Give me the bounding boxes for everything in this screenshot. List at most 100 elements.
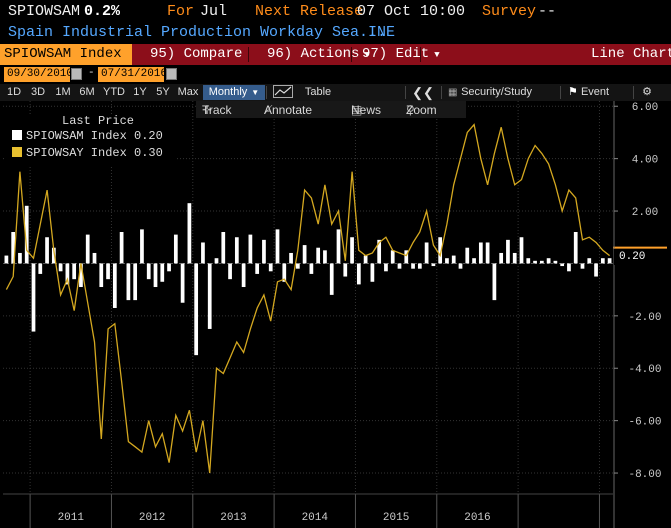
grid-icon: ▦ bbox=[448, 87, 458, 98]
gear-icon[interactable]: ⚙ bbox=[642, 86, 652, 98]
chart-icon[interactable] bbox=[270, 85, 296, 100]
x-tick-label: 2016 bbox=[464, 512, 490, 524]
survey-label: Survey bbox=[482, 3, 537, 20]
data-bar bbox=[99, 263, 104, 288]
data-bar bbox=[24, 205, 29, 264]
data-bar bbox=[356, 263, 361, 285]
data-bar bbox=[431, 263, 436, 267]
data-bar bbox=[465, 247, 470, 264]
for-label: For bbox=[167, 3, 195, 20]
data-bar bbox=[553, 260, 558, 264]
date-range: 09/30/2010 - 07/31/2016 bbox=[0, 66, 200, 84]
data-bar bbox=[241, 263, 246, 288]
pencil-icon: ⟋ bbox=[264, 103, 273, 117]
data-bar bbox=[506, 239, 510, 264]
data-bar bbox=[472, 258, 476, 264]
data-bar bbox=[485, 242, 490, 264]
actions-label: 96) Actions bbox=[267, 46, 360, 62]
back-icon[interactable]: ❮❮ bbox=[412, 85, 434, 100]
security-index-field[interactable]: SPIOWSAM Index bbox=[0, 44, 132, 65]
data-bar bbox=[526, 258, 531, 264]
event-button[interactable]: ⚑ Event bbox=[568, 85, 622, 100]
period-3d[interactable]: 3D bbox=[30, 86, 46, 98]
dropdown-icon: ▼ bbox=[434, 50, 440, 60]
data-bar bbox=[533, 260, 537, 264]
data-bar bbox=[255, 263, 260, 274]
y-tick-label: -2.00 bbox=[628, 312, 661, 324]
security-study-button[interactable]: ▦ Security/Study bbox=[448, 85, 558, 100]
data-bar bbox=[140, 229, 144, 264]
period-1m[interactable]: 1M bbox=[55, 86, 71, 98]
calendar-icon[interactable] bbox=[166, 68, 177, 80]
date-separator: - bbox=[88, 67, 95, 79]
data-bar bbox=[607, 258, 612, 264]
data-bar bbox=[207, 263, 212, 329]
data-bar bbox=[173, 234, 178, 264]
period-1y[interactable]: 1Y bbox=[133, 86, 147, 98]
flag-icon: ⚑ bbox=[568, 86, 578, 98]
data-bar bbox=[302, 245, 307, 264]
data-bar bbox=[146, 263, 151, 280]
data-bar bbox=[160, 263, 165, 282]
legend-title: Last Price bbox=[62, 114, 135, 128]
y-tick-label: 4.00 bbox=[632, 155, 658, 167]
last-value: 0.2% bbox=[84, 3, 121, 20]
period-5y[interactable]: 5Y bbox=[156, 86, 170, 98]
data-bar bbox=[445, 258, 449, 264]
legend-item[interactable]: SPIOWSAY Index 0.30 bbox=[12, 146, 163, 160]
data-bar bbox=[58, 263, 63, 272]
data-bar bbox=[248, 234, 253, 264]
start-date-field[interactable]: 09/30/2010 bbox=[4, 67, 73, 82]
edit-label: 97) Edit bbox=[362, 46, 430, 62]
data-bar bbox=[384, 263, 388, 272]
data-bar bbox=[18, 252, 22, 264]
event-label: Event bbox=[580, 86, 610, 98]
edit-button[interactable]: 97) Edit ▼ bbox=[362, 44, 440, 65]
data-bar bbox=[201, 242, 205, 264]
data-bar bbox=[424, 242, 429, 264]
legend-item[interactable]: SPIOWSAM Index 0.20 bbox=[12, 129, 163, 143]
data-bar bbox=[594, 263, 598, 277]
data-bar bbox=[600, 258, 605, 264]
news-label: News bbox=[351, 103, 382, 117]
frequency-dropdown[interactable]: Monthly ▼ bbox=[203, 85, 265, 100]
data-bar bbox=[438, 237, 443, 264]
data-bar bbox=[363, 255, 368, 264]
data-bar bbox=[539, 260, 544, 264]
legend-value: 0.30 bbox=[134, 146, 163, 160]
data-bar bbox=[309, 263, 314, 274]
calendar-icon[interactable] bbox=[71, 68, 82, 80]
security-header: SPIOWSAM 0.2% For Jul Next Release 07 Oc… bbox=[0, 0, 671, 24]
y-tick-label: -8.00 bbox=[628, 469, 661, 481]
period-1d[interactable]: 1D bbox=[6, 86, 22, 98]
crosshair-icon: ✛ bbox=[202, 103, 213, 117]
data-bar bbox=[38, 263, 43, 274]
data-bar bbox=[262, 239, 266, 264]
data-bar bbox=[228, 263, 232, 280]
function-toolbar: SPIOWSAM Index 95) Compare 96) Actions ▼ … bbox=[0, 44, 671, 65]
data-bar bbox=[397, 263, 402, 269]
data-bar bbox=[580, 263, 585, 269]
actions-button[interactable]: 96) Actions ▼ bbox=[267, 44, 370, 65]
data-bar bbox=[72, 263, 77, 280]
period-ytd[interactable]: YTD bbox=[103, 86, 125, 98]
table-button[interactable]: Table bbox=[304, 86, 332, 98]
data-bar bbox=[289, 252, 293, 264]
data-bar bbox=[45, 237, 49, 264]
data-bar bbox=[187, 203, 192, 264]
data-bar bbox=[221, 232, 226, 264]
period-6m[interactable]: 6M bbox=[79, 86, 95, 98]
line-chart[interactable]: 6.00 4.00 2.00 -2.00 -4.00 -6.00 -8.00 2011 201… bbox=[0, 101, 671, 528]
data-bar bbox=[573, 232, 578, 264]
data-bar bbox=[329, 263, 334, 295]
data-bar bbox=[167, 263, 171, 272]
end-date-field[interactable]: 07/31/2016 bbox=[98, 67, 167, 82]
chart-type-label[interactable]: Line Chart bbox=[591, 46, 671, 62]
period-max[interactable]: Max bbox=[177, 86, 199, 98]
data-bar bbox=[11, 232, 16, 264]
period-toolbar: 1D 3D 1M 6M YTD 1Y 5Y Max Monthly ▼ Table… bbox=[0, 84, 671, 101]
data-bar bbox=[451, 255, 456, 264]
data-bar bbox=[560, 263, 565, 267]
annotate-label: Annotate bbox=[264, 103, 313, 117]
compare-button[interactable]: 95) Compare bbox=[150, 46, 243, 62]
